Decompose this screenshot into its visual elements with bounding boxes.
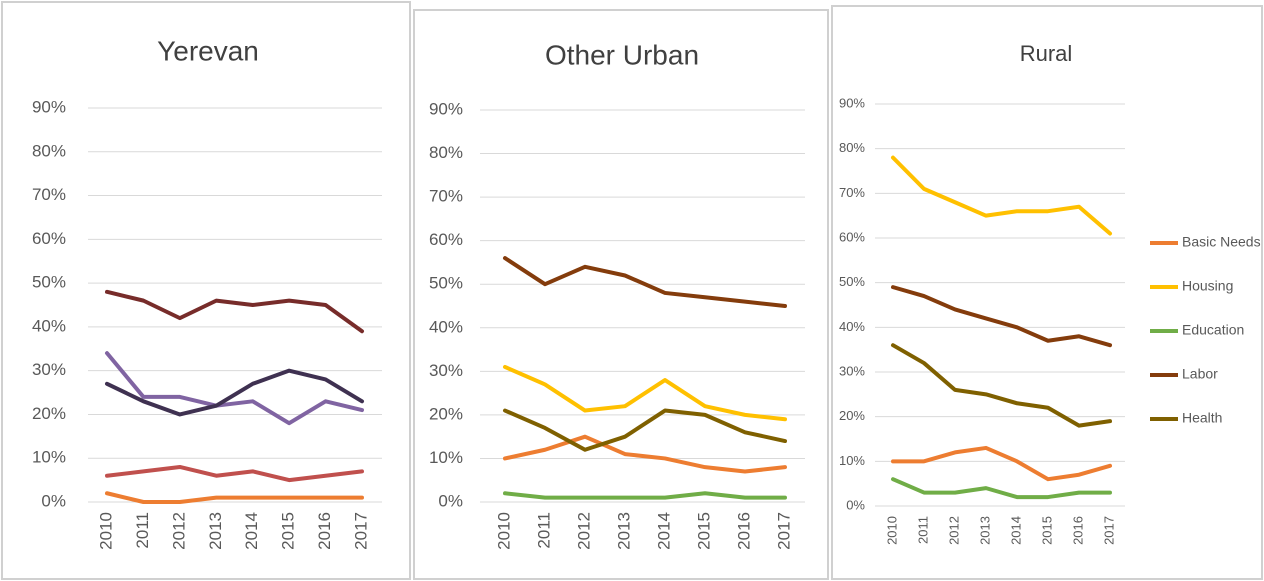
y-tick-label: 90% [429, 99, 463, 118]
x-tick-label: 2011 [534, 512, 553, 549]
chart-title: Rural [1020, 41, 1073, 66]
x-tick-label: 2017 [1101, 516, 1116, 545]
series-line [503, 364, 787, 422]
y-tick-label: 80% [839, 140, 865, 155]
legend-label: Education [1182, 322, 1244, 338]
x-tick-label: 2012 [169, 512, 188, 550]
x-tick-label: 2013 [977, 516, 992, 545]
series-line [105, 351, 364, 426]
y-tick-label: 10% [32, 448, 66, 467]
y-tick-label: 30% [32, 360, 66, 379]
y-tick-label: 20% [429, 404, 463, 423]
x-tick-label: 2010 [494, 512, 513, 550]
y-tick-label: 10% [429, 448, 463, 467]
x-tick-label: 2012 [946, 516, 961, 545]
series-line [105, 491, 364, 504]
y-tick-label: 70% [32, 185, 66, 204]
y-tick-label: 60% [429, 230, 463, 249]
series-line [503, 434, 787, 474]
series-line [891, 477, 1112, 500]
y-tick-label: 10% [839, 453, 865, 468]
x-tick-label: 2017 [774, 512, 793, 550]
y-tick-label: 30% [839, 363, 865, 378]
x-tick-label: 2014 [654, 512, 673, 550]
x-tick-label: 2015 [279, 512, 298, 550]
x-tick-label: 2012 [574, 512, 593, 550]
series-line [105, 368, 364, 417]
y-tick-label: 0% [41, 491, 66, 510]
y-tick-label: 50% [429, 274, 463, 293]
y-tick-label: 70% [429, 187, 463, 206]
x-tick-label: 2011 [133, 512, 152, 549]
chart-title: Other Urban [545, 39, 699, 70]
x-tick-label: 2016 [1070, 516, 1085, 545]
chart-title: Yerevan [157, 35, 259, 66]
x-tick-label: 2011 [915, 516, 930, 544]
y-tick-label: 90% [839, 95, 865, 110]
panel [413, 9, 829, 580]
y-tick-label: 40% [32, 316, 66, 335]
x-tick-label: 2016 [315, 512, 334, 550]
x-tick-label: 2010 [96, 512, 115, 550]
y-tick-label: 20% [32, 404, 66, 423]
x-tick-label: 2015 [694, 512, 713, 550]
y-tick-label: 40% [429, 317, 463, 336]
series-line [891, 285, 1112, 348]
x-tick-label: 2013 [614, 512, 633, 550]
x-tick-label: 2017 [351, 512, 370, 550]
x-tick-label: 2013 [206, 512, 225, 550]
y-tick-label: 70% [839, 185, 865, 200]
series-line [105, 289, 364, 334]
series-line [503, 408, 787, 452]
y-tick-label: 60% [32, 229, 66, 248]
y-tick-label: 30% [429, 361, 463, 380]
series-line [891, 343, 1112, 428]
series-line [891, 445, 1112, 482]
y-tick-label: 80% [32, 141, 66, 160]
y-tick-label: 0% [438, 491, 463, 510]
x-tick-label: 2014 [1008, 516, 1023, 545]
y-tick-label: 20% [839, 408, 865, 423]
panel [1, 1, 411, 580]
y-tick-label: 90% [32, 97, 66, 116]
y-tick-label: 50% [839, 274, 865, 289]
legend-label: Housing [1182, 278, 1233, 294]
y-tick-label: 50% [32, 273, 66, 292]
y-tick-label: 0% [846, 497, 865, 512]
series-line [891, 155, 1112, 236]
x-tick-label: 2016 [734, 512, 753, 550]
x-tick-label: 2015 [1039, 516, 1054, 545]
x-tick-label: 2010 [884, 516, 899, 545]
y-tick-label: 80% [429, 143, 463, 162]
y-tick-label: 40% [839, 319, 865, 334]
legend-label: Labor [1182, 366, 1218, 382]
series-line [105, 464, 364, 483]
legend-label: Health [1182, 410, 1222, 426]
series-line [503, 491, 787, 500]
legend-label: Basic Needs [1182, 234, 1261, 250]
x-tick-label: 2014 [242, 512, 261, 550]
series-line [503, 256, 787, 308]
y-tick-label: 60% [839, 229, 865, 244]
